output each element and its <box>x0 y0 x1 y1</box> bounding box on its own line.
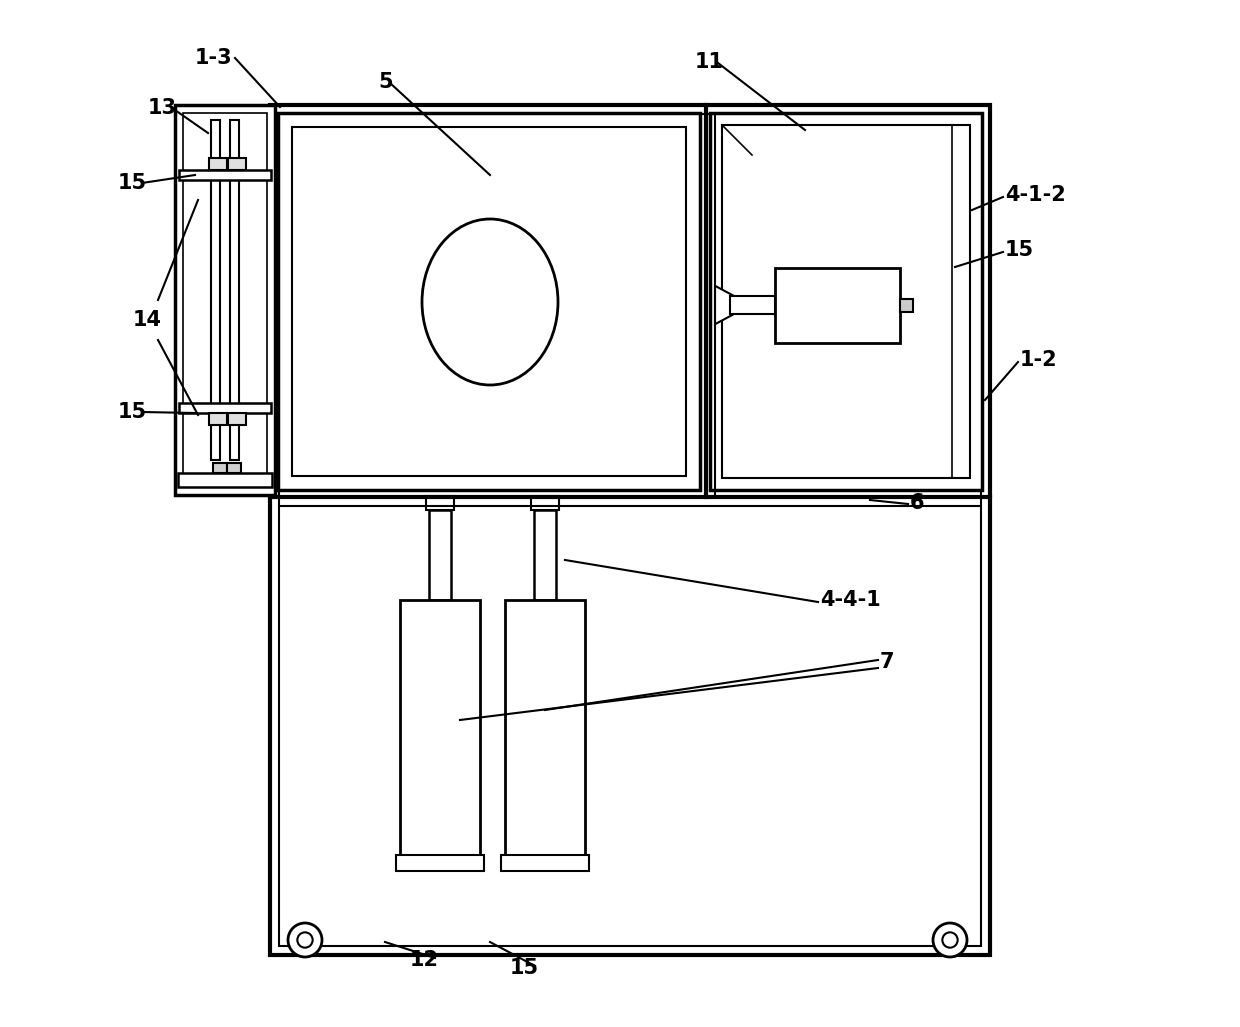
Text: 13: 13 <box>148 98 177 118</box>
Bar <box>228 158 246 170</box>
Bar <box>396 855 484 871</box>
Text: 11: 11 <box>694 52 724 72</box>
Bar <box>291 127 686 476</box>
Circle shape <box>932 923 967 957</box>
Bar <box>427 496 454 510</box>
Circle shape <box>288 923 322 957</box>
Text: 15: 15 <box>118 402 148 422</box>
Bar <box>184 113 267 487</box>
Bar <box>179 473 272 487</box>
Bar <box>210 413 227 425</box>
Bar <box>270 105 990 955</box>
Text: 14: 14 <box>133 310 162 330</box>
Bar <box>722 125 970 478</box>
Bar <box>227 463 241 473</box>
Text: 6: 6 <box>910 493 925 514</box>
Bar <box>213 463 227 473</box>
Bar <box>179 403 272 413</box>
Ellipse shape <box>422 219 558 385</box>
Text: 1-3: 1-3 <box>195 48 233 68</box>
Bar <box>501 855 589 871</box>
Text: 5: 5 <box>378 72 393 92</box>
Circle shape <box>942 933 957 948</box>
Bar <box>711 113 982 490</box>
Polygon shape <box>715 286 733 325</box>
Bar <box>429 510 451 600</box>
Bar <box>775 267 900 342</box>
Bar <box>401 600 480 855</box>
Bar <box>730 296 775 314</box>
Text: 7: 7 <box>880 652 894 672</box>
Bar <box>228 413 246 425</box>
Bar <box>229 120 239 460</box>
Text: 15: 15 <box>118 173 148 193</box>
Bar <box>279 114 981 946</box>
Text: 15: 15 <box>1004 240 1034 260</box>
Bar <box>534 510 556 600</box>
Bar <box>175 105 275 495</box>
Bar <box>278 113 701 490</box>
Bar <box>210 158 227 170</box>
Text: 4-1-2: 4-1-2 <box>1004 185 1065 205</box>
Bar <box>505 600 585 855</box>
Text: 4-4-1: 4-4-1 <box>820 589 880 610</box>
Text: 1-2: 1-2 <box>1021 350 1058 370</box>
Bar <box>211 120 219 460</box>
Circle shape <box>298 933 312 948</box>
Bar <box>531 496 559 510</box>
Bar <box>900 299 913 311</box>
Text: 12: 12 <box>410 950 439 969</box>
Bar <box>179 170 272 180</box>
Text: 15: 15 <box>510 958 539 978</box>
